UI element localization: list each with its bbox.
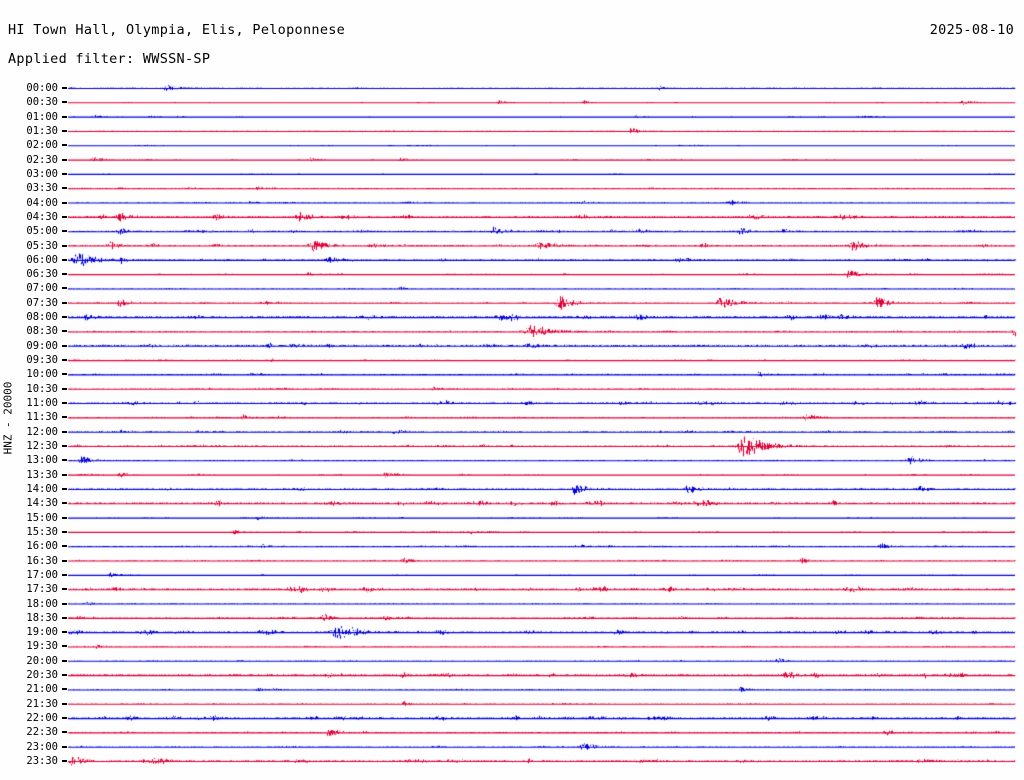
applied-filter-label: Applied filter: WWSSN-SP [8, 51, 211, 67]
seismogram-traces [0, 78, 1024, 778]
record-date: 2025-08-10 [929, 22, 1014, 38]
helicorder-plot-area: 00:0000:3001:0001:3002:0002:3003:0003:30… [0, 78, 1024, 778]
page-title: HI Town Hall, Olympia, Elis, Peloponnese [8, 22, 346, 38]
